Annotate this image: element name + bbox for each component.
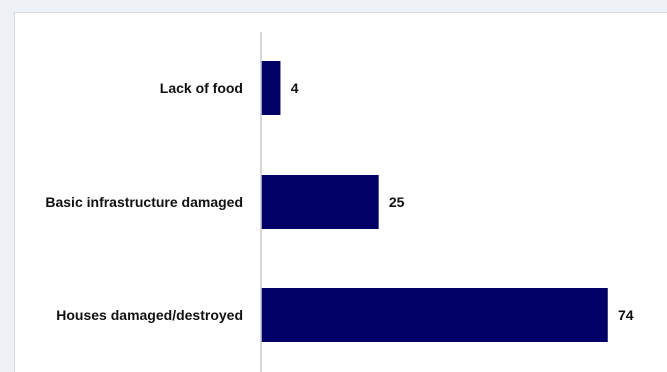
category-label: Lack of food [160,80,243,96]
bar [261,288,608,342]
bar [261,61,281,115]
data-label: 4 [291,80,299,96]
bar [261,175,379,229]
data-label: 25 [389,194,405,210]
data-label: 74 [618,307,634,323]
category-label: Basic infrastructure damaged [45,194,243,210]
category-label: Houses damaged/destroyed [56,307,243,323]
